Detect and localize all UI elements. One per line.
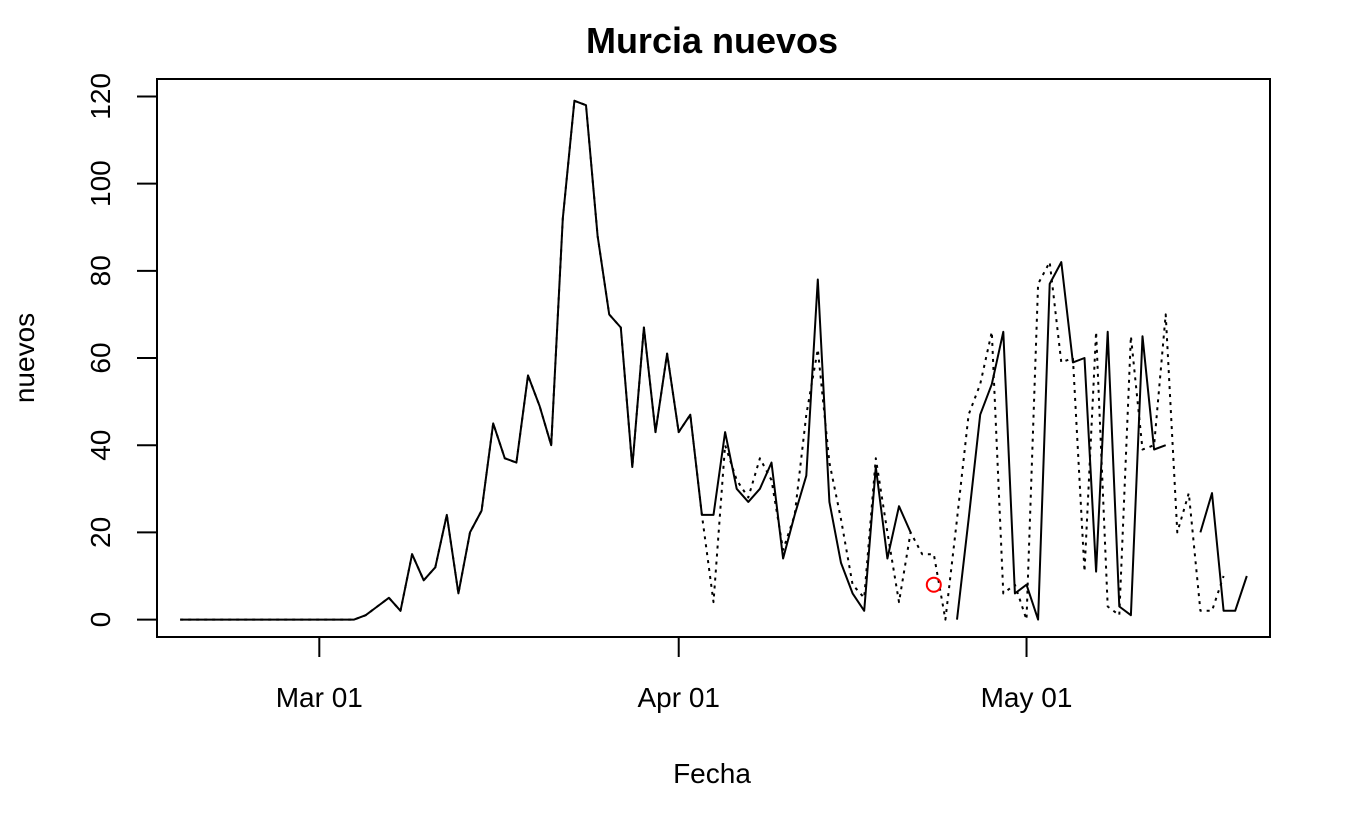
x-tick-label: Apr 01	[637, 682, 720, 713]
solid-series-line	[180, 99, 912, 621]
x-axis: Mar 01 Apr 01 May 01	[276, 636, 1073, 713]
dotted-series-line	[180, 99, 1225, 621]
y-tick-label: 40	[85, 430, 116, 461]
y-axis: 0 20 40 60 80 100 120	[85, 73, 158, 628]
solid-series-line	[1199, 492, 1248, 612]
x-tick-label: May 01	[981, 682, 1073, 713]
y-axis-label: nuevos	[9, 313, 40, 403]
x-tick-label: Mar 01	[276, 682, 363, 713]
highlight-point-marker	[925, 576, 942, 593]
series-layer	[180, 99, 1248, 621]
x-axis-label: Fecha	[673, 758, 751, 789]
plot-frame	[156, 78, 1271, 638]
y-tick-label: 80	[85, 255, 116, 286]
y-tick-label: 100	[85, 160, 116, 207]
chart-title: Murcia nuevos	[586, 20, 838, 61]
y-tick-label: 60	[85, 342, 116, 373]
y-tick-label: 120	[85, 73, 116, 120]
y-tick-label: 20	[85, 517, 116, 548]
y-tick-label: 0	[85, 612, 116, 628]
solid-series-line	[956, 261, 1167, 621]
